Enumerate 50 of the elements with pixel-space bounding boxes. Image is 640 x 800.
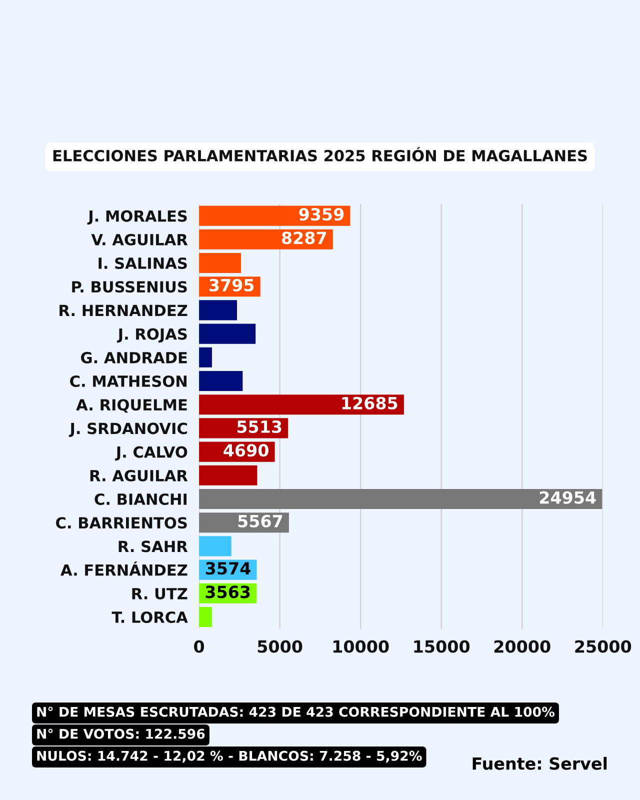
bar xyxy=(199,370,243,392)
text: N° DE MESAS ESCRUTADAS: 423 DE 423 CORRESPONDIENTE AL 100% xyxy=(37,706,555,717)
y-tick-label: G. ANDRADE xyxy=(81,352,187,364)
y-tick-label: J. SRDANOVIC xyxy=(68,422,187,438)
bar xyxy=(199,465,258,486)
y-tick-label: R. HERNANDEZ xyxy=(60,304,188,316)
x-tick-label: 20000 xyxy=(494,640,550,653)
data-label: 3795 xyxy=(210,278,254,292)
y-tick-label: R. UTZ xyxy=(132,588,188,600)
chart-title: ELECCIONES PARLAMENTARIAS 2025 REGIÓN DE MAGALLANES xyxy=(53,147,587,162)
y-tick-label: I. SALINAS xyxy=(98,257,187,270)
y-tick-label: R. SAHR xyxy=(118,540,188,552)
bar xyxy=(199,536,232,556)
data-label: 5513 xyxy=(237,420,282,434)
y-tick-label: C. BARRIENTOS xyxy=(56,517,187,529)
data-label: 24954 xyxy=(540,491,596,504)
data-label: 5567 xyxy=(238,514,282,528)
bar xyxy=(199,206,350,226)
bar xyxy=(199,324,256,344)
x-tick-label: 0 xyxy=(194,640,204,653)
bar xyxy=(199,488,602,510)
y-tick-label: R. AGUILAR xyxy=(90,470,188,482)
data-label: 8287 xyxy=(282,232,326,244)
source-note: Fuente: Servel xyxy=(472,756,607,770)
y-tick-label: P. BUSSENIUS xyxy=(72,281,187,293)
y-tick-label: C. BIANCHI xyxy=(94,493,187,506)
bar xyxy=(199,252,242,274)
data-label: 4690 xyxy=(224,444,268,457)
bar xyxy=(199,606,212,628)
y-tick-label: J. CALVO xyxy=(115,446,188,461)
x-tick-label: 25000 xyxy=(575,640,632,653)
bar xyxy=(199,394,404,415)
x-tick-label: 10000 xyxy=(333,640,389,653)
data-label: 9359 xyxy=(299,208,344,221)
bar xyxy=(199,347,212,368)
y-tick-label: A. FERNÁNDEZ xyxy=(60,561,188,576)
x-tick-label: 15000 xyxy=(414,640,470,653)
y-tick-label: J. MORALES xyxy=(87,210,187,225)
x-tick-label: 5000 xyxy=(258,640,302,653)
data-label: 12685 xyxy=(342,396,398,410)
text: NULOS: 14.742 - 12,02 % - BLANCOS: 7.258 - 5,92% xyxy=(37,750,422,763)
data-label: 3574 xyxy=(206,562,250,575)
y-tick-label: C. MATHESON xyxy=(70,375,187,388)
bar xyxy=(199,300,237,320)
y-tick-label: V. AGUILAR xyxy=(91,234,188,246)
data-label: 3563 xyxy=(206,586,250,598)
y-tick-label: A. RIQUELME xyxy=(76,399,187,413)
text: N° DE VOTOS: 122.596 xyxy=(37,728,205,739)
y-tick-label: T. LORCA xyxy=(112,611,188,624)
y-tick-label: J. ROJAS xyxy=(117,328,187,343)
